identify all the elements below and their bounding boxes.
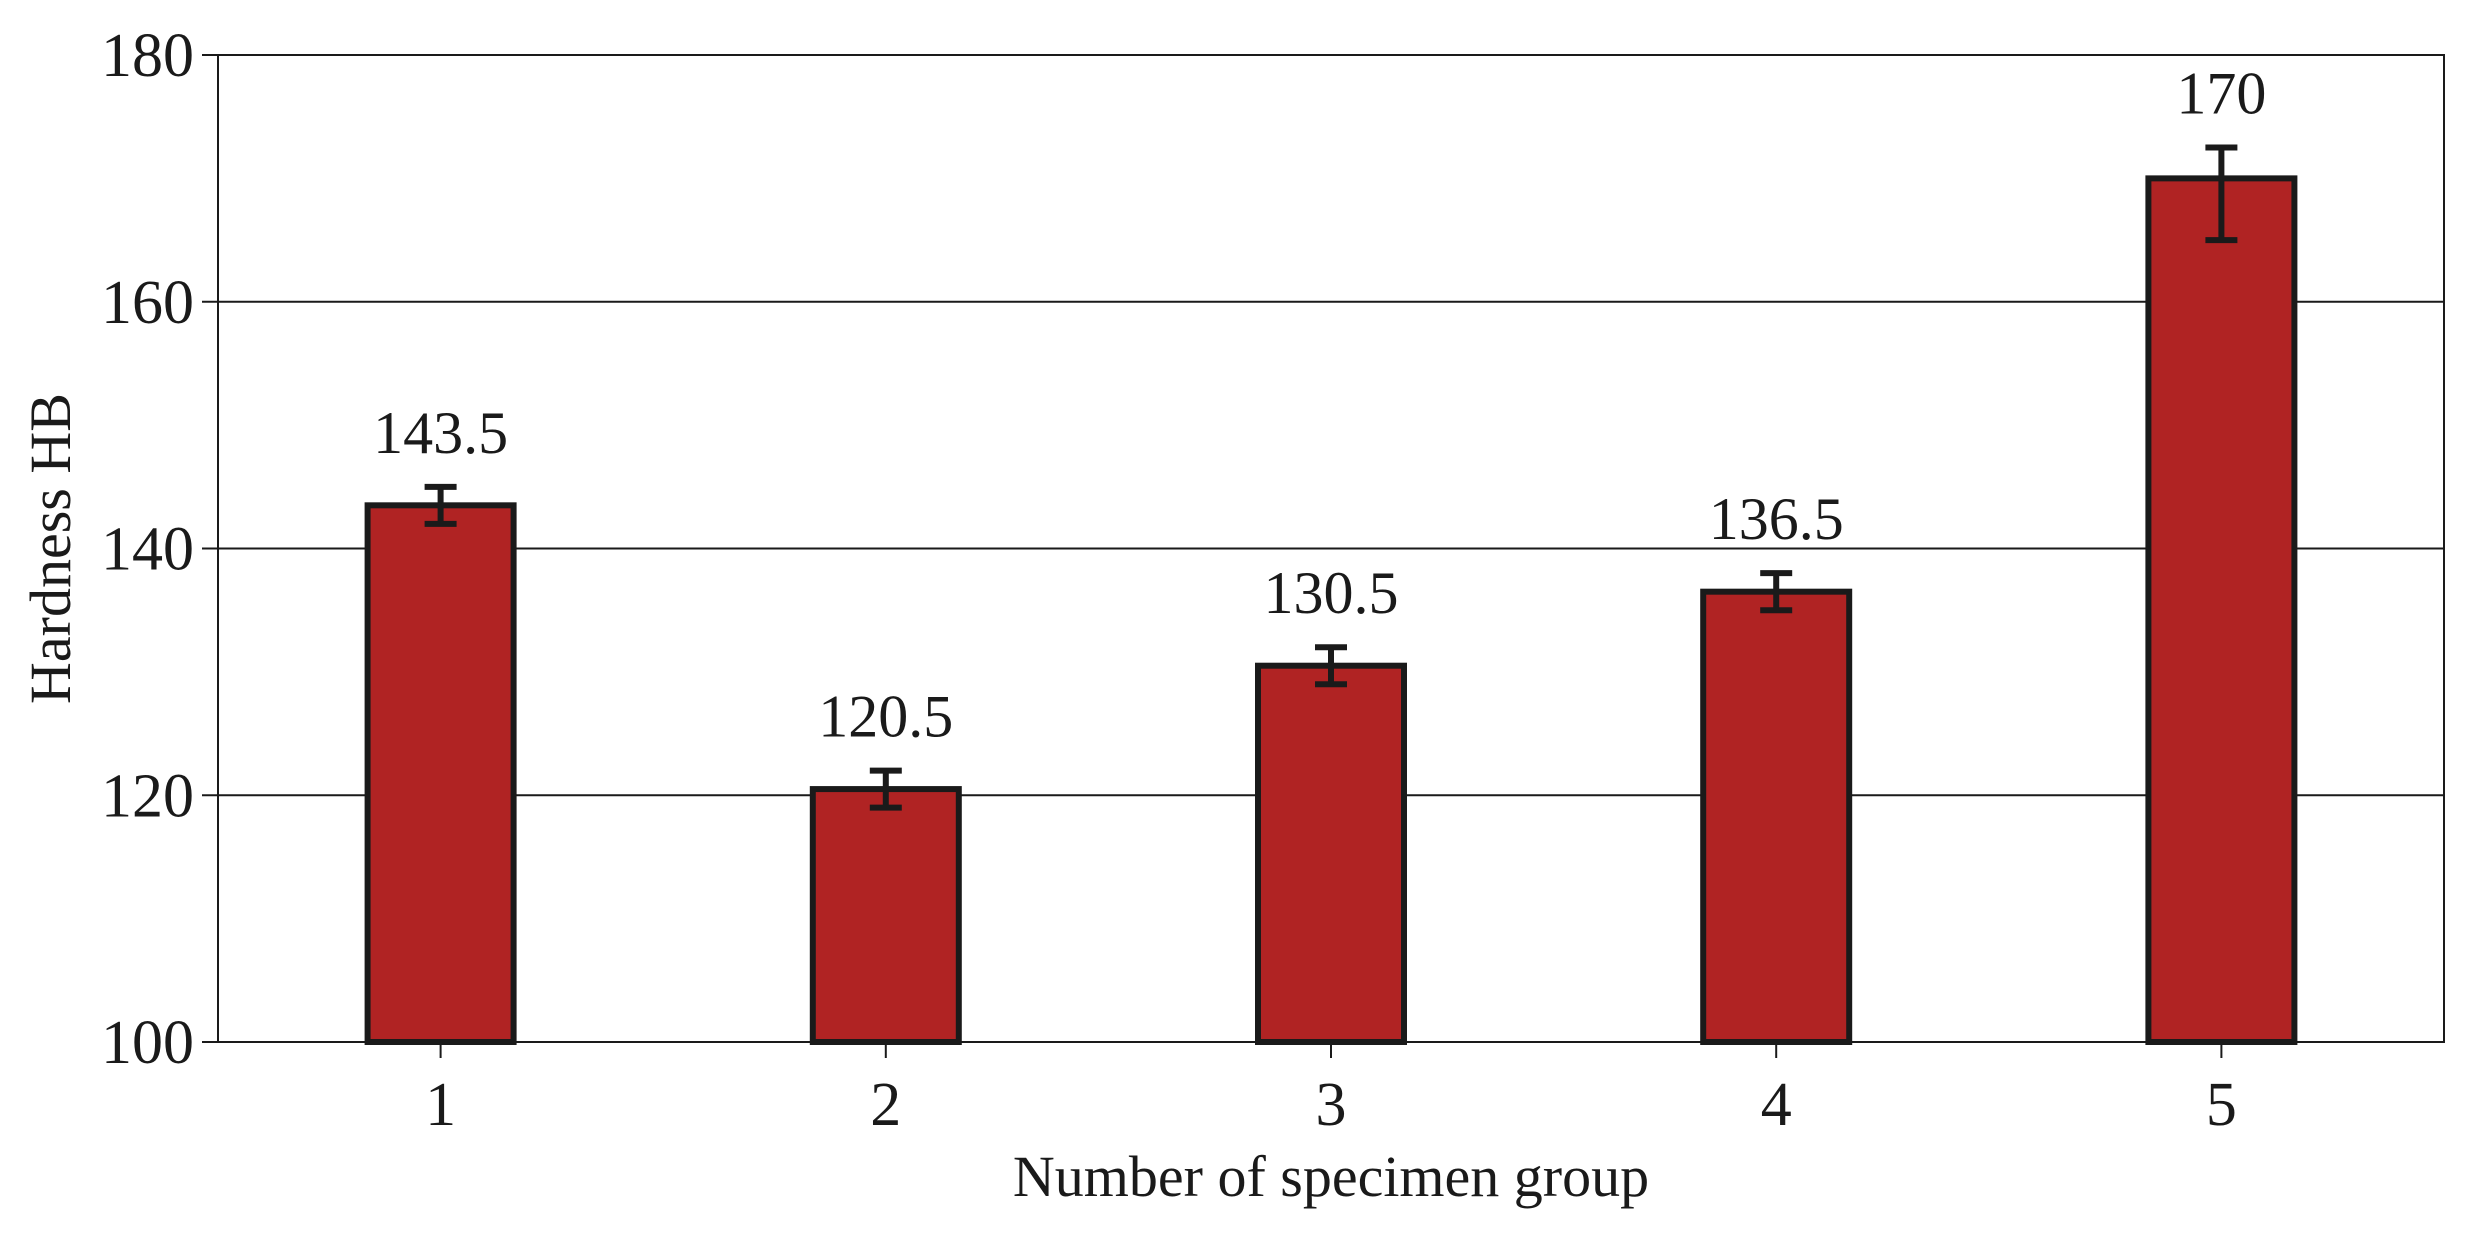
bar-value-label: 120.5 bbox=[818, 684, 953, 750]
x-tick-label: 4 bbox=[1761, 1071, 1792, 1139]
error-bar bbox=[1315, 644, 1347, 688]
x-tick-label: 1 bbox=[425, 1071, 456, 1139]
bar-value-label: 130.5 bbox=[1264, 560, 1399, 626]
bar-value-label: 143.5 bbox=[373, 400, 508, 466]
error-bar bbox=[1760, 570, 1793, 614]
error-bar bbox=[2205, 144, 2238, 244]
x-tick-label: 2 bbox=[870, 1071, 901, 1139]
x-axis-ticks: 1 2 3 4 5 bbox=[425, 1042, 2237, 1139]
bar bbox=[364, 502, 517, 1046]
value-labels: 143.5 120.5 130.5 136.5 170 bbox=[373, 61, 2266, 750]
x-tick-label: 3 bbox=[1316, 1071, 1347, 1139]
plot-frame bbox=[217, 54, 2445, 1043]
y-tick-label: 160 bbox=[101, 269, 194, 337]
bar-value-label: 136.5 bbox=[1709, 486, 1844, 552]
y-tick-label: 120 bbox=[101, 762, 194, 830]
x-tick-label: 5 bbox=[2206, 1071, 2237, 1139]
error-bar bbox=[424, 483, 457, 527]
error-bars bbox=[424, 144, 2238, 811]
bar bbox=[1700, 588, 1853, 1046]
y-tick-label: 140 bbox=[101, 516, 194, 584]
error-bar bbox=[869, 767, 902, 811]
bars bbox=[364, 175, 2298, 1046]
bar-value-label: 170 bbox=[2176, 61, 2266, 127]
y-tick-label: 180 bbox=[101, 22, 194, 90]
y-tick-label: 100 bbox=[101, 1009, 194, 1077]
bar bbox=[809, 786, 962, 1045]
bar bbox=[2145, 175, 2298, 1045]
y-axis-ticks: 100 120 140 160 180 bbox=[101, 22, 218, 1077]
x-axis-title: Number of specimen group bbox=[1013, 1144, 1649, 1209]
y-axis-title: Hardness HB bbox=[18, 393, 83, 704]
bar bbox=[1255, 662, 1407, 1045]
